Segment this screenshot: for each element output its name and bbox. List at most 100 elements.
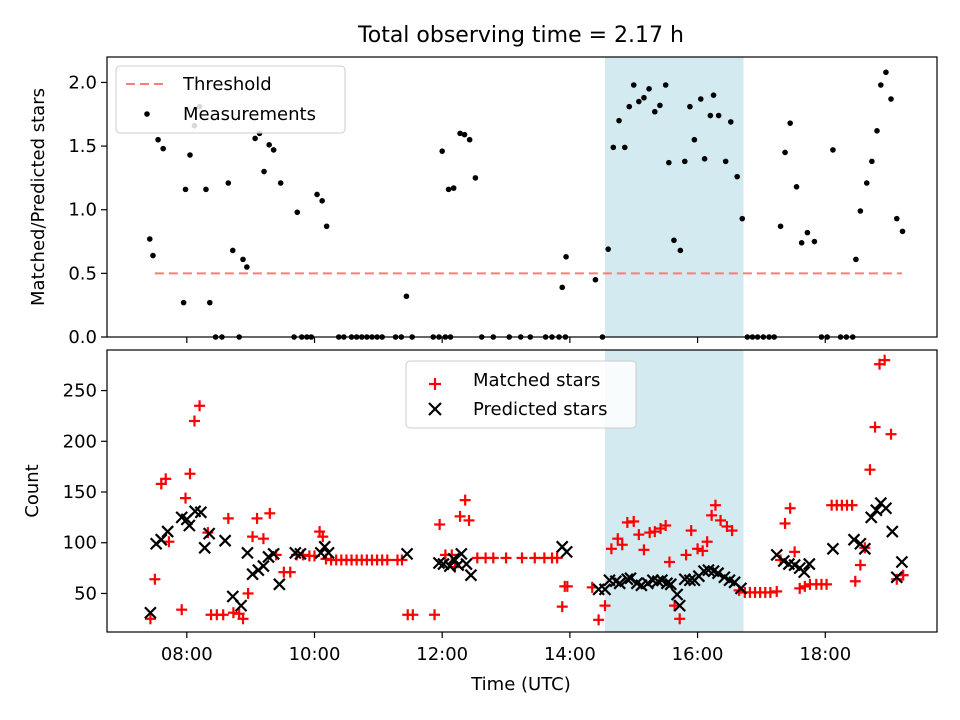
- matched-star-point: [317, 531, 329, 543]
- measurement-point: [261, 168, 267, 175]
- top-highlight-span: [605, 57, 744, 337]
- measurement-point: [225, 180, 232, 186]
- matched-star-point: [251, 512, 263, 524]
- matched-star-point: [701, 536, 713, 548]
- legend-measurements-swatch: [144, 111, 150, 117]
- predicted-star-point: [697, 564, 711, 578]
- matched-star-point: [247, 531, 259, 543]
- measurement-point: [616, 117, 622, 124]
- top-y-tick-label: 1.5: [68, 136, 97, 157]
- matched-star-point: [188, 415, 200, 427]
- top-y-tick-label: 0.5: [68, 263, 97, 284]
- legend-predicted-swatch: [428, 402, 442, 416]
- measurement-point: [652, 108, 658, 115]
- matched-star-point: [849, 575, 861, 587]
- matched-star-point: [605, 543, 617, 555]
- measurement-point: [883, 69, 889, 76]
- measurement-point: [266, 142, 272, 148]
- measurement-point: [457, 130, 463, 137]
- top-x-ticks: [186, 337, 826, 343]
- bottom-x-tick-label: 14:00: [544, 644, 596, 665]
- bottom-y-tick-label: 100: [63, 533, 97, 554]
- measurement-point: [461, 131, 468, 138]
- top-y-tick-label: 1.0: [68, 200, 97, 221]
- measurement-point: [777, 223, 784, 230]
- matched-star-point: [612, 533, 624, 545]
- measurement-point: [793, 184, 800, 190]
- bottom-legend: Matched stars Predicted stars: [405, 360, 637, 429]
- measurement-point: [160, 145, 166, 152]
- matched-points: [144, 354, 909, 626]
- matched-star-point: [599, 600, 611, 612]
- predicted-star-point: [246, 567, 259, 581]
- matched-star-point: [633, 529, 645, 541]
- matched-star-point: [869, 421, 881, 433]
- predicted-star-point: [664, 578, 678, 591]
- matched-star-point: [674, 613, 686, 625]
- matched-star-point: [257, 533, 269, 545]
- top-y-tick-label: 2.0: [68, 72, 97, 93]
- measurement-point: [671, 237, 677, 244]
- measurement-point: [641, 94, 647, 101]
- matched-star-point: [180, 492, 192, 504]
- predicted-star-point: [241, 546, 254, 560]
- measurement-point: [323, 223, 330, 230]
- matched-star-point: [516, 552, 528, 564]
- matched-star-point: [487, 552, 499, 564]
- measurement-point: [715, 112, 722, 119]
- bottom-x-tick-label: 12:00: [416, 644, 468, 665]
- measurement-point: [863, 180, 870, 186]
- measurement-point: [874, 128, 880, 134]
- predicted-star-point: [460, 557, 473, 571]
- matched-star-point: [779, 517, 791, 529]
- top-legend-box: [115, 65, 346, 134]
- measurement-point: [682, 158, 688, 165]
- measurement-point: [240, 256, 246, 263]
- measurement-point: [722, 158, 729, 165]
- predicted-star-point: [198, 541, 211, 555]
- matched-star-point: [184, 468, 196, 480]
- x-axis-label: Time (UTC): [470, 674, 571, 695]
- matched-star-point: [706, 509, 718, 521]
- matched-star-point: [434, 518, 446, 530]
- matched-star-point: [685, 525, 697, 537]
- matched-star-point: [726, 525, 738, 537]
- predicted-star-point: [879, 501, 893, 515]
- predicted-star-point: [322, 546, 335, 560]
- measurement-point: [830, 147, 836, 153]
- predicted-star-point: [455, 547, 468, 561]
- measurement-point: [630, 82, 637, 88]
- matched-star-point: [854, 559, 866, 571]
- top-legend: Threshold Measurements: [115, 65, 346, 134]
- predicted-points: [144, 496, 909, 620]
- matched-star-point: [160, 473, 172, 485]
- bottom-x-tick-label: 10:00: [289, 644, 341, 665]
- measurement-point: [610, 144, 617, 151]
- measurement-point: [559, 284, 566, 291]
- top-y-axis: 0.0 0.5 1.0 1.5 2.0: [68, 72, 107, 348]
- predicted-star-point: [895, 555, 909, 569]
- matched-star-point: [692, 543, 704, 555]
- matched-star-point: [284, 566, 296, 578]
- bottom-panel: 50 100 150 200 250 08:00 10:00 12:00 14:00 16:00…: [22, 349, 938, 695]
- matched-star-point: [500, 552, 512, 564]
- predicted-star-point: [870, 503, 883, 517]
- measurement-point: [626, 103, 633, 110]
- measurement-point: [782, 149, 788, 156]
- measurement-point: [294, 209, 301, 216]
- matched-star-point: [821, 578, 833, 590]
- measurement-point: [155, 136, 161, 143]
- predicted-star-point: [218, 534, 232, 547]
- matched-star-point: [628, 515, 640, 527]
- measurement-point: [857, 208, 864, 214]
- measurement-point: [878, 82, 884, 88]
- measurement-point: [314, 191, 320, 198]
- matched-star-point: [784, 502, 796, 514]
- measurement-point: [662, 82, 669, 88]
- predicted-star-point: [847, 533, 861, 546]
- measurement-point: [646, 86, 652, 92]
- predicted-star-point: [660, 577, 674, 590]
- top-y-tick-label: 0.0: [68, 327, 97, 348]
- predicted-star-point: [447, 552, 460, 566]
